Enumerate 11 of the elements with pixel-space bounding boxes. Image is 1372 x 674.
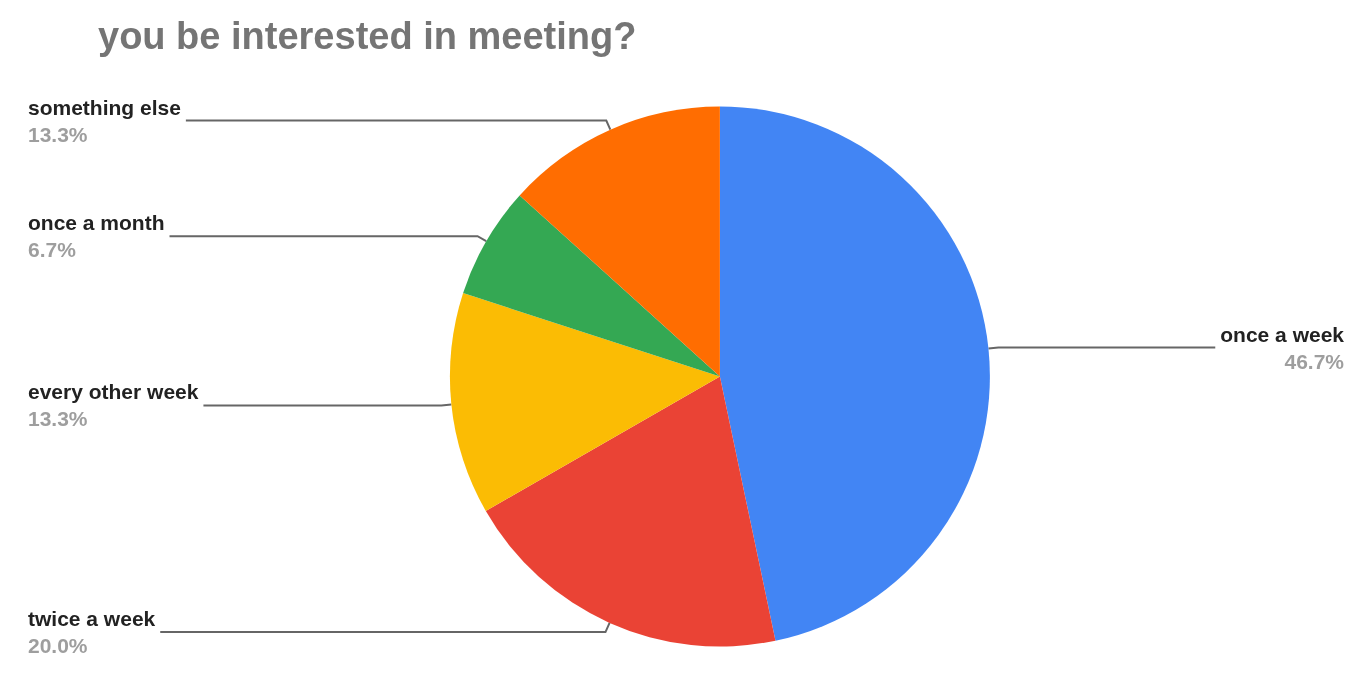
chart-title: you be interested in meeting? [98, 15, 637, 57]
data-label: 20.0% [28, 634, 88, 658]
data-label: 13.3% [28, 407, 88, 431]
slice-label: once a month [28, 211, 165, 235]
data-label: 6.7% [28, 238, 77, 262]
slice-label: every other week [28, 380, 199, 404]
slice-label: something else [28, 95, 181, 119]
data-label: 13.3% [28, 122, 88, 146]
slice-label: twice a week [28, 607, 156, 631]
slice-label: once a week [1220, 322, 1345, 346]
data-label: 46.7% [1284, 349, 1345, 373]
